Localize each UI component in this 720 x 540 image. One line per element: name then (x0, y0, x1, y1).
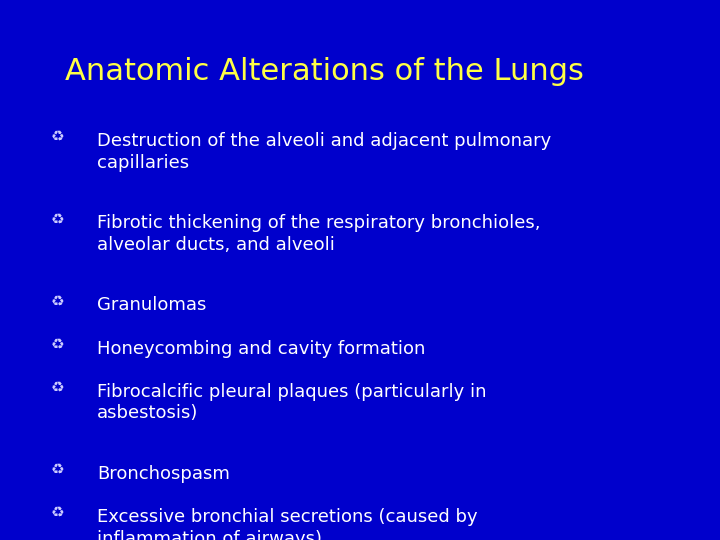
Text: ♻: ♻ (50, 505, 64, 521)
Text: Fibrotic thickening of the respiratory bronchioles,
alveolar ducts, and alveoli: Fibrotic thickening of the respiratory b… (97, 214, 541, 254)
Text: ♻: ♻ (50, 337, 64, 352)
Text: Anatomic Alterations of the Lungs: Anatomic Alterations of the Lungs (65, 57, 584, 86)
Text: Honeycombing and cavity formation: Honeycombing and cavity formation (97, 340, 426, 357)
Text: Bronchospasm: Bronchospasm (97, 465, 230, 483)
Text: Fibrocalcific pleural plaques (particularly in
asbestosis): Fibrocalcific pleural plaques (particula… (97, 383, 487, 422)
Text: ♻: ♻ (50, 294, 64, 309)
Text: ♻: ♻ (50, 130, 64, 145)
Text: ♻: ♻ (50, 212, 64, 227)
Text: Granulomas: Granulomas (97, 296, 207, 314)
Text: ♻: ♻ (50, 380, 64, 395)
Text: Excessive bronchial secretions (caused by
inflammation of airways): Excessive bronchial secretions (caused b… (97, 508, 478, 540)
Text: ♻: ♻ (50, 462, 64, 477)
Text: Destruction of the alveoli and adjacent pulmonary
capillaries: Destruction of the alveoli and adjacent … (97, 132, 552, 172)
